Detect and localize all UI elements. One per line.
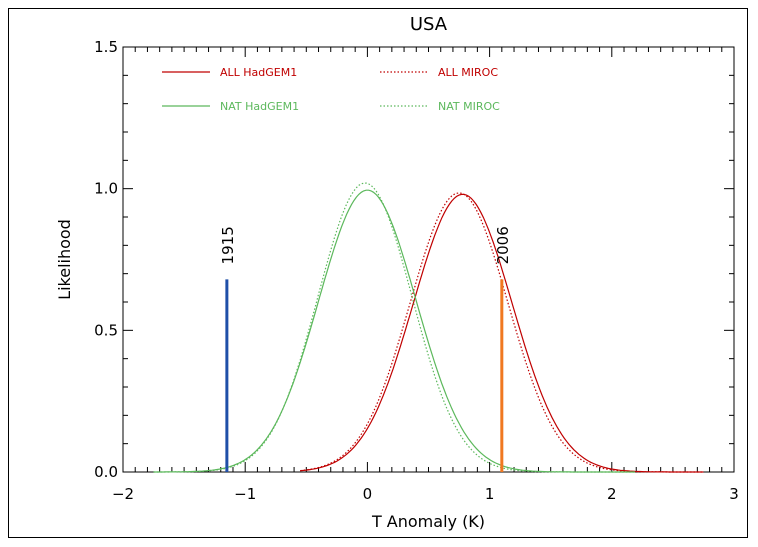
x-tick-label: 0: [363, 485, 373, 503]
y-tick-label: 0.5: [94, 321, 118, 339]
marker-label-2006: 2006: [494, 226, 512, 264]
chart-title: USA: [410, 14, 448, 35]
curve-nat-miroc: [153, 182, 635, 473]
curve-all-hadgem1: [300, 193, 704, 473]
x-axis-title: T Anomaly (K): [371, 512, 485, 531]
tick-marks: [122, 46, 735, 473]
curves: [153, 182, 704, 473]
x-tick-label: 1: [485, 485, 495, 503]
x-tick-label: 3: [729, 485, 739, 503]
legend-label-all-miroc: ALL MIROC: [438, 66, 498, 79]
legend-label-all-hadgem1: ALL HadGEM1: [220, 66, 297, 79]
y-axis-title: Likelihood: [55, 219, 74, 300]
plot-area: [122, 46, 735, 473]
legend-label-nat-miroc: NAT MIROC: [438, 100, 500, 113]
tick-labels: −2 −1 0 1 2 3 0.0 0.5 1.0 1.5: [94, 38, 739, 503]
curve-nat-hadgem1: [153, 189, 635, 473]
y-tick-label: 1.5: [94, 38, 118, 56]
legend-label-nat-hadgem1: NAT HadGEM1: [220, 100, 299, 113]
year-markers: 1915 2006: [219, 226, 512, 472]
marker-label-1915: 1915: [219, 226, 237, 264]
figure-frame: [8, 8, 748, 538]
x-tick-label: −1: [234, 485, 256, 503]
y-tick-label: 0.0: [94, 463, 118, 481]
y-tick-label: 1.0: [94, 180, 118, 198]
x-tick-label: −2: [112, 485, 134, 503]
legend: ALL HadGEM1 ALL MIROC NAT HadGEM1 NAT MIROC: [162, 66, 500, 113]
x-tick-label: 2: [607, 485, 617, 503]
